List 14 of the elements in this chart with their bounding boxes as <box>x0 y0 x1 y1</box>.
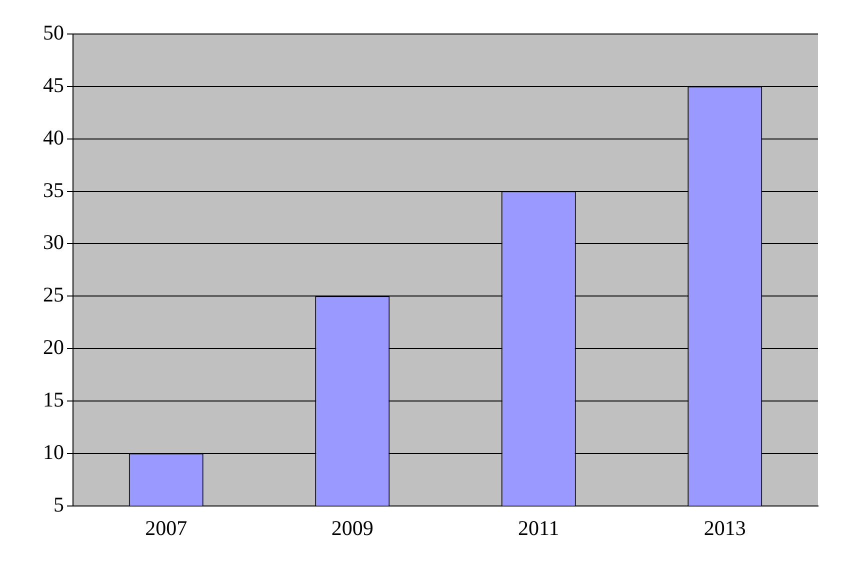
x-tick-label: 2007 <box>145 516 188 540</box>
y-tick-label: 45 <box>43 72 64 97</box>
x-tick-label: 2013 <box>704 516 746 540</box>
x-tick-label: 2011 <box>518 516 560 540</box>
y-tick-label: 5 <box>54 492 64 516</box>
y-tick-label: 35 <box>43 178 64 202</box>
y-tick-label: 30 <box>43 230 64 254</box>
y-tick-label: 25 <box>43 282 64 307</box>
y-tick-label: 15 <box>43 387 64 412</box>
y-tick-label: 40 <box>43 125 64 150</box>
y-tick-label: 20 <box>43 335 64 360</box>
x-tick-label: 2009 <box>331 516 374 540</box>
y-tick-label: 50 <box>43 20 64 45</box>
y-tick-label: 10 <box>43 440 64 464</box>
